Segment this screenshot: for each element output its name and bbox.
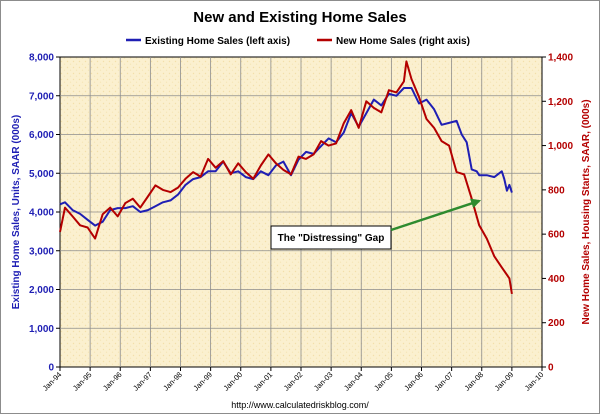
left-axis-label: Existing Home Sales, Units, SAAR (000s) [11,115,22,310]
x-tick-label: Jan-07 [432,370,455,393]
legend-entry-new: New Home Sales (right axis) [336,36,470,47]
right-tick-label: 0 [548,363,554,374]
left-tick-label: 3,000 [29,246,54,257]
annotation-text: The "Distressing" Gap [278,233,385,244]
x-tick-label: Jan-10 [523,370,546,393]
right-tick-label: 1,400 [548,53,573,64]
left-axis-ticks: 0 1,000 2,000 3,000 4,000 5,000 6,000 7,000 8,00… [29,53,60,374]
x-tick-label: Jan-08 [463,370,486,393]
right-tick-label: 800 [548,185,565,196]
left-tick-label: 4,000 [29,208,54,219]
x-tick-label: Jan-96 [101,370,124,393]
x-tick-label: Jan-01 [252,370,275,393]
right-tick-label: 200 [548,318,565,329]
legend-entry-existing: Existing Home Sales (left axis) [145,36,290,47]
x-axis-ticks: Jan-94 Jan-95 Jan-96 Jan-97 Jan-98 Jan-99 Jan-… [41,367,546,393]
left-tick-label: 2,000 [29,285,54,296]
annotation: The "Distressing" Gap [270,198,482,250]
legend: Existing Home Sales (left axis) New Home… [126,36,470,47]
source-url: http://www.calculatedriskblog.com/ [231,400,369,410]
x-tick-label: Jan-99 [191,370,214,393]
left-tick-label: 0 [48,363,54,374]
annotation-box [270,225,392,250]
x-tick-label: Jan-00 [222,370,245,393]
annotation-arrow [390,198,482,232]
left-tick-label: 6,000 [29,130,54,141]
x-tick-label: Jan-09 [493,370,516,393]
right-axis-label: New Home Sales, Housing Starts, SAAR, (0… [581,99,592,324]
right-axis-ticks: 0 200 400 600 800 1,000 1,200 1,400 [542,53,573,374]
right-tick-label: 400 [548,274,565,285]
x-tick-label: Jan-97 [131,370,154,393]
chart-title: New and Existing Home Sales [193,9,406,26]
right-tick-label: 1,200 [548,97,573,108]
x-tick-label: Jan-05 [372,370,395,393]
left-tick-label: 5,000 [29,169,54,180]
series-line-existing-home-sales [59,87,513,227]
left-tick-label: 8,000 [29,53,54,64]
left-tick-label: 1,000 [29,324,54,335]
x-tick-label: Jan-02 [282,370,305,393]
series-line-new-home-sales [59,60,513,295]
x-tick-label: Jan-98 [161,370,184,393]
x-tick-label: Jan-95 [71,370,94,393]
x-tick-label: Jan-03 [312,370,335,393]
left-tick-label: 7,000 [29,91,54,102]
x-tick-label: Jan-04 [342,370,365,393]
x-tick-label: Jan-06 [402,370,425,393]
right-tick-label: 1,000 [548,141,573,152]
right-tick-label: 600 [548,230,565,241]
